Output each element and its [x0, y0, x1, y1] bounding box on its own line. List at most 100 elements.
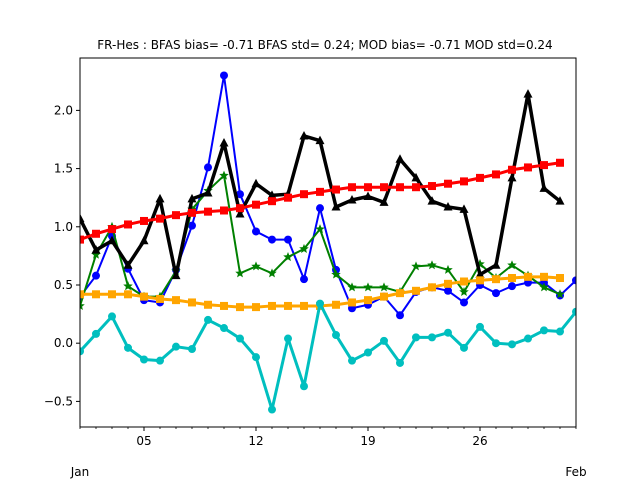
data-point [524, 272, 532, 281]
data-point [476, 276, 484, 285]
data-point [460, 343, 468, 352]
data-point [236, 303, 244, 312]
data-point [492, 339, 500, 348]
y-tick-label: 1.5 [54, 162, 73, 176]
data-point [523, 89, 533, 98]
data-point [80, 347, 84, 356]
data-point [396, 183, 404, 192]
data-point [364, 348, 372, 357]
y-tick-label: 0.5 [54, 278, 73, 292]
data-point [428, 333, 436, 342]
data-point [539, 282, 549, 292]
data-point [300, 301, 308, 310]
data-point [316, 299, 324, 308]
data-point [475, 269, 485, 279]
data-point [300, 382, 308, 391]
data-point [555, 289, 565, 299]
data-point [235, 208, 245, 218]
data-point [235, 268, 245, 278]
data-point [252, 303, 260, 312]
data-point [204, 163, 212, 172]
data-point [108, 312, 116, 321]
data-point [412, 286, 420, 295]
data-point [396, 289, 404, 298]
data-point [348, 298, 356, 307]
data-point [204, 315, 212, 324]
data-point [508, 274, 516, 283]
data-point [507, 172, 517, 182]
data-point [508, 282, 516, 291]
data-point [139, 235, 149, 245]
series-4 [80, 158, 564, 244]
data-point [284, 301, 292, 310]
data-point [395, 154, 405, 163]
data-point [91, 249, 101, 259]
data-point [267, 190, 277, 199]
data-point [508, 165, 516, 174]
data-point [460, 177, 468, 186]
series-3 [80, 89, 565, 280]
data-point [204, 207, 212, 216]
x-tick-label: 12 [248, 434, 263, 448]
data-point [412, 333, 420, 342]
data-point [156, 356, 164, 365]
data-point [491, 260, 501, 269]
data-point [556, 274, 564, 283]
data-point [476, 173, 484, 182]
data-point [300, 275, 308, 284]
data-point [363, 191, 373, 201]
data-point [188, 208, 196, 217]
data-point [364, 183, 372, 192]
data-point [492, 275, 500, 284]
data-point [171, 270, 181, 280]
data-point [108, 225, 116, 234]
data-point [444, 286, 452, 295]
data-point [348, 183, 356, 192]
data-point [379, 197, 389, 206]
x-tick-label: 05 [136, 434, 151, 448]
data-point [411, 261, 421, 271]
data-point [380, 336, 388, 345]
data-point [220, 324, 228, 333]
data-point [156, 294, 164, 303]
data-point [412, 183, 420, 192]
data-point [476, 322, 484, 331]
data-point [540, 161, 548, 170]
data-point [92, 290, 100, 299]
data-point [268, 197, 276, 206]
data-point [444, 279, 452, 288]
data-point [172, 342, 180, 351]
data-point [172, 296, 180, 305]
data-point [315, 224, 325, 234]
data-point [107, 235, 117, 245]
data-point [299, 243, 309, 253]
data-point [188, 221, 196, 230]
y-tick-label: 1.0 [54, 220, 73, 234]
data-point [524, 334, 532, 343]
data-point [124, 220, 132, 229]
x-tick-label: 26 [472, 434, 487, 448]
axis-layer: −0.5 0.0 0.5 1.0 1.5 2.0 05 12 19 26 Jan Feb [44, 103, 587, 479]
data-point [123, 260, 133, 269]
data-point [427, 260, 437, 270]
data-point [108, 290, 116, 299]
data-point [268, 301, 276, 310]
data-point [284, 334, 292, 343]
data-point [379, 282, 389, 292]
data-point [155, 193, 165, 203]
data-point [443, 264, 453, 274]
data-point [316, 204, 324, 213]
data-point [140, 216, 148, 225]
series-layer [80, 71, 576, 414]
data-point [508, 340, 516, 349]
series-3-line [80, 92, 562, 278]
data-point [507, 260, 517, 270]
data-point [252, 200, 260, 209]
data-point [124, 343, 132, 352]
series-1 [80, 71, 576, 320]
data-point [172, 211, 180, 220]
data-point [396, 311, 404, 320]
data-point [299, 130, 309, 140]
data-point [427, 196, 437, 205]
data-point [556, 327, 564, 336]
